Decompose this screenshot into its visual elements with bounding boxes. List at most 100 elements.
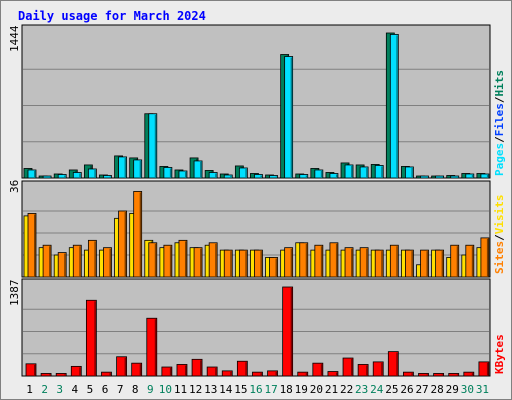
bar-kbytes-day-31: [478, 361, 490, 377]
bar-shade-files-day-25: [396, 35, 398, 178]
bar-kbytes-day-16: [252, 371, 263, 377]
bar-shade-files-day-20: [320, 170, 323, 178]
bar-shade-sites-day-16: [260, 251, 262, 277]
bar-kbytes-day-12: [191, 358, 203, 377]
x-label-day-28: 28: [431, 383, 444, 396]
bar-files-day-30: [465, 173, 475, 179]
legend-entry-0: Sites: [493, 241, 506, 274]
bar-files-day-1: [27, 169, 37, 179]
bar-shade-files-day-11: [184, 171, 187, 178]
bar-shade-sites-day-26: [411, 251, 413, 277]
bar-shade-kbytes-day-18: [290, 288, 293, 376]
x-label-day-15: 15: [234, 383, 247, 396]
bar-sites-day-16: [254, 249, 263, 278]
bar-shade-kbytes-day-31: [486, 362, 489, 376]
bar-shade-files-day-30: [471, 174, 474, 178]
bar-shade-sites-day-13: [215, 243, 217, 277]
bar-sites-day-25: [389, 244, 399, 278]
bar-sites-day-19: [299, 242, 309, 278]
ymax-label-hits-files: 1444: [8, 25, 21, 52]
bar-kbytes-day-19: [297, 371, 309, 377]
bar-files-day-5: [87, 168, 97, 179]
x-label-day-14: 14: [219, 383, 233, 396]
bar-sites-day-12: [193, 247, 203, 278]
bar-files-day-4: [72, 172, 82, 179]
bar-files-day-13: [208, 172, 218, 179]
bar-files-day-11: [178, 170, 188, 179]
legend-entry-1: /: [493, 234, 506, 241]
bar-shade-sites-day-19: [305, 243, 308, 277]
bar-shade-sites-day-25: [396, 246, 398, 277]
bar-shade-sites-day-8: [139, 192, 142, 277]
bar-shade-kbytes-day-11: [184, 365, 187, 376]
bar-shade-sites-day-29: [456, 246, 459, 277]
bar-shade-kbytes-day-13: [215, 368, 217, 376]
bar-files-day-12: [193, 160, 203, 179]
bar-kbytes-day-21: [327, 371, 339, 377]
bar-shade-kbytes-day-20: [320, 364, 323, 376]
bar-shade-sites-day-28: [441, 251, 444, 277]
x-label-day-24: 24: [370, 383, 384, 396]
bar-shade-sites-day-1: [34, 214, 36, 277]
bar-sites-day-26: [405, 249, 414, 278]
panel-hits-files: 1444 Pages/Files/Hits: [8, 24, 506, 179]
bar-sites-day-17: [269, 257, 278, 278]
legend-entry-2: Files: [493, 103, 506, 136]
bar-shade-sites-day-4: [79, 246, 81, 277]
bar-kbytes-day-9: [146, 317, 158, 377]
bar-kbytes-day-20: [312, 362, 324, 377]
bar-shade-kbytes-day-28: [441, 374, 444, 376]
bar-sites-day-18: [284, 247, 294, 278]
bar-sites-day-2: [42, 244, 52, 278]
legend-entry-1: /: [493, 136, 506, 143]
bar-sites-day-11: [178, 239, 188, 278]
bars-kbytes: [23, 286, 490, 377]
bar-kbytes-day-13: [206, 366, 218, 377]
bar-sites-day-13: [208, 242, 218, 278]
legend-visits-sites: Sites/Visits: [493, 195, 506, 275]
panel-visits-sites: 36 Sites/Visits: [8, 180, 506, 278]
bar-sites-day-8: [133, 191, 143, 278]
x-label-day-22: 22: [340, 383, 353, 396]
bar-shade-kbytes-day-15: [245, 362, 247, 376]
legend-entry-3: /: [493, 96, 506, 103]
bar-shade-kbytes-day-6: [109, 373, 111, 376]
bar-shade-kbytes-day-2: [49, 374, 51, 376]
legend-entry-0: KBytes: [493, 334, 506, 374]
bar-sites-day-6: [103, 247, 112, 278]
bar-shade-files-day-24: [381, 166, 383, 178]
bar-shade-kbytes-day-10: [169, 368, 172, 376]
bar-kbytes-day-3: [55, 373, 67, 377]
bar-shade-files-day-1: [34, 170, 36, 178]
legend-kbytes: KBytes: [493, 334, 506, 374]
bar-kbytes-day-30: [463, 371, 475, 377]
bar-shade-kbytes-day-22: [351, 359, 353, 376]
chart-title: Daily usage for March 2024: [18, 9, 206, 23]
x-label-day-4: 4: [72, 383, 79, 396]
bar-shade-kbytes-day-5: [94, 301, 96, 376]
bar-shade-sites-day-17: [275, 258, 278, 277]
bar-kbytes-day-2: [40, 373, 52, 377]
bar-files-day-31: [480, 173, 490, 179]
bar-shade-kbytes-day-12: [200, 360, 202, 376]
bar-shade-files-day-28: [441, 177, 444, 178]
x-label-day-3: 3: [56, 383, 63, 396]
bar-files-day-2: [42, 175, 52, 179]
bar-shade-sites-day-30: [471, 246, 474, 277]
bar-sites-day-31: [480, 237, 490, 278]
bar-kbytes-day-22: [342, 357, 354, 377]
bar-files-day-27: [420, 175, 429, 179]
bars-visits-sites: [23, 191, 490, 278]
bar-kbytes-day-11: [176, 364, 188, 377]
bar-shade-sites-day-31: [486, 238, 489, 277]
bar-files-day-7: [118, 156, 127, 179]
bar-shade-files-day-16: [260, 175, 262, 178]
plot-area-kbytes: [21, 278, 491, 377]
bar-files-day-25: [389, 34, 399, 179]
bar-files-day-21: [329, 173, 339, 179]
bar-sites-day-29: [450, 244, 460, 278]
bar-kbytes-day-26: [403, 371, 414, 377]
bar-shade-sites-day-27: [426, 251, 429, 277]
bar-sites-day-9: [148, 242, 158, 278]
